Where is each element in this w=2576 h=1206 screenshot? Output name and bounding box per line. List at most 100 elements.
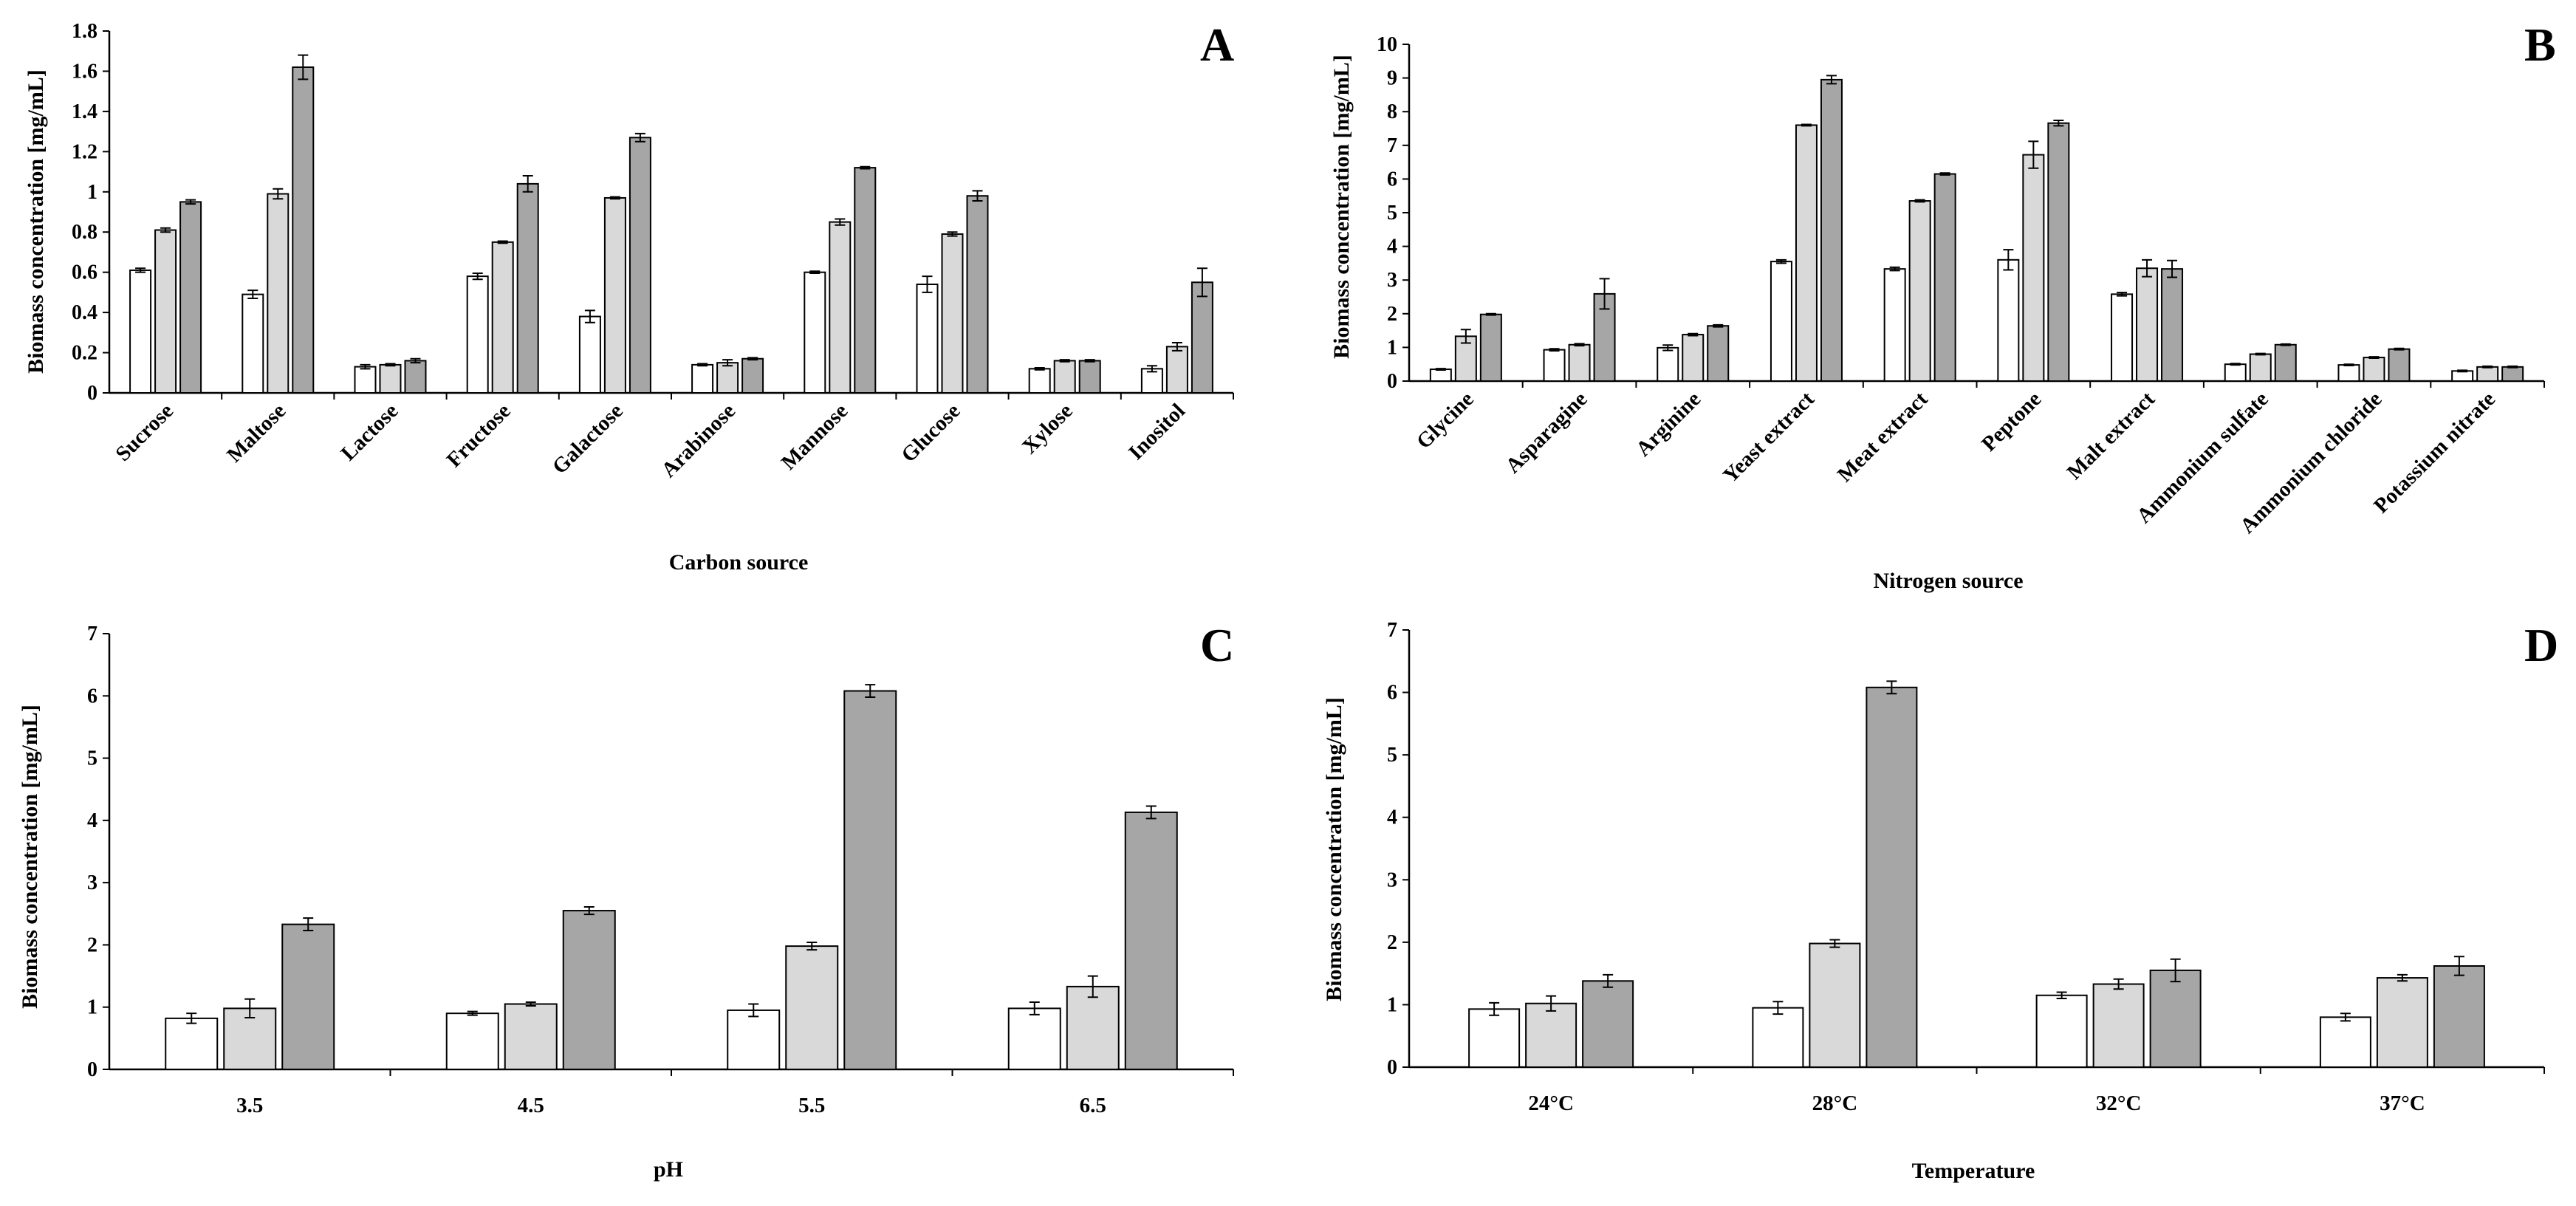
- panel-b-bar-2: [2249, 353, 2272, 382]
- panel-b-bar-3: [1820, 78, 1843, 382]
- panel-c-y-tick-label: 4: [87, 809, 97, 832]
- panel-a-bar-2: [603, 196, 626, 394]
- panel-a-error-bar: [1171, 341, 1182, 352]
- panel-a-error-bar: [385, 363, 396, 367]
- panel-c-bar-1: [1007, 1007, 1061, 1071]
- panel-c-category-label: 5.5: [798, 1094, 825, 1117]
- panel-d-error-bar: [2453, 956, 2464, 976]
- panel-c-bar-2: [1066, 985, 1120, 1071]
- panel-a-y-tick-label: 1: [87, 181, 97, 204]
- panel-d-bar-1: [2319, 1016, 2371, 1069]
- panel-d-y-tick-label: 5: [1387, 744, 1397, 767]
- panel-a-error-bar: [1146, 365, 1157, 373]
- panel-b-bar-3: [2501, 366, 2524, 382]
- panel-c-error-bar: [1029, 1001, 1040, 1015]
- panel-d-error-bar: [2170, 958, 2181, 983]
- panel-d-bar-2: [2092, 983, 2145, 1069]
- panel-a-error-bar: [135, 267, 146, 273]
- panel-a-bar-1: [691, 363, 714, 394]
- panel-b-error-bar: [2343, 363, 2354, 367]
- panel-c-error-bar: [1087, 975, 1098, 998]
- panel-a-bar-3: [292, 66, 315, 394]
- panel-a-y-axis-title: Biomass concentration [mg/mL]: [24, 69, 48, 374]
- panel-a-bar-1: [242, 293, 264, 394]
- panel-b-bar-3: [1707, 325, 1730, 382]
- panel-b-category-label: Yeast extract: [1719, 387, 1819, 487]
- panel-d-letter: D: [2524, 619, 2558, 671]
- panel-b-error-bar: [1435, 368, 1446, 371]
- panel-b-category-label: Meat extract: [1833, 387, 1933, 487]
- panel-c-x-axis-title: pH: [654, 1157, 683, 1182]
- panel-c-bar-3: [562, 910, 616, 1070]
- panel-c-error-bar: [865, 684, 876, 698]
- panel-a-error-bar: [298, 54, 309, 80]
- panel-d-y-tick-label: 6: [1387, 682, 1397, 705]
- panel-b-bar-1: [2111, 293, 2134, 382]
- panel-c-y-tick-label: 5: [87, 747, 97, 770]
- panel-d-error-bar: [1546, 995, 1557, 1012]
- panel-b-y-tick-label: 0: [1387, 370, 1397, 393]
- panel-a-error-bar: [1059, 359, 1070, 363]
- panel-a-bar-3: [628, 137, 651, 394]
- panel-d-error-bar: [1829, 939, 1840, 948]
- panel-b-error-bar: [1939, 172, 1950, 176]
- panel-b-error-bar: [1826, 75, 1837, 85]
- panel-a-category-label: Xylose: [1018, 399, 1078, 459]
- panel-a-error-bar: [497, 240, 508, 244]
- panel-b-error-bar: [2368, 356, 2380, 359]
- panel-a-bar-3: [966, 195, 989, 394]
- panel-b-error-bar: [2053, 120, 2064, 127]
- panel-b-y-tick-label: 8: [1387, 100, 1397, 123]
- panel-b-y-tick-label: 6: [1387, 168, 1397, 191]
- panel-c-error-bar: [525, 1001, 536, 1007]
- panel-a-error-bar: [472, 273, 483, 281]
- panel-a-y-tick-label: 1.8: [72, 20, 97, 43]
- panel-a-error-bar: [1034, 366, 1045, 371]
- panel-b-category-label: Malt extract: [2063, 387, 2160, 484]
- panel-a-category-label: Arabinose: [657, 399, 740, 482]
- panel-a-error-bar: [185, 199, 196, 205]
- panel-d-category-label: 32°C: [2096, 1092, 2142, 1115]
- panel-b-letter: B: [2524, 18, 2556, 71]
- panel-a-error-bar: [160, 227, 171, 233]
- panel-b-bar-3: [2388, 348, 2411, 382]
- panel-a-error-bar: [522, 175, 533, 193]
- panel-b-bar-2: [2363, 357, 2385, 382]
- panel-a-error-bar: [1084, 359, 1095, 363]
- panel-a-bar-2: [267, 193, 290, 394]
- panel-c-category-label: 6.5: [1080, 1094, 1106, 1117]
- panel-d-bar-2: [2376, 977, 2428, 1069]
- panel-d-error-bar: [1489, 1001, 1500, 1016]
- panel-c-error-bar: [244, 998, 256, 1019]
- panel-a-bar-2: [154, 229, 177, 394]
- panel-b-error-bar: [2394, 347, 2405, 351]
- panel-b-bar-1: [1883, 268, 1906, 383]
- panel-d-bar-3: [1582, 980, 1634, 1068]
- panel-a-bar-1: [916, 284, 939, 394]
- panel-b-bar-2: [2022, 154, 2045, 382]
- panel-c-error-bar: [806, 942, 818, 951]
- panel-a-chart: A Carbon source Biomass concentration [m…: [24, 18, 1234, 575]
- panel-a-bar-3: [179, 201, 202, 394]
- panel-b-bar-2: [1795, 124, 1818, 382]
- panel-d-category-label: 37°C: [2380, 1092, 2425, 1115]
- panel-a-bar-1: [1140, 368, 1163, 394]
- panel-b-x-axis-title: Nitrogen source: [1873, 569, 2023, 593]
- panel-a-bar-2: [1165, 346, 1188, 394]
- panel-a-bar-3: [854, 167, 877, 394]
- panel-c-bar-2: [504, 1003, 558, 1070]
- panel-b-category-label: Peptone: [1977, 387, 2046, 456]
- panel-c-error-bar: [186, 1013, 197, 1024]
- panel-c-y-tick-label: 1: [87, 996, 97, 1019]
- panel-b-error-bar: [2280, 343, 2291, 346]
- panel-a-error-bar: [722, 359, 733, 367]
- panel-d-y-tick-label: 1: [1387, 993, 1397, 1016]
- panel-b-y-axis-title: Biomass concentration [mg/mL]: [1329, 55, 1354, 359]
- panel-a-bar-2: [716, 362, 739, 394]
- panel-d-category-label: 28°C: [1812, 1092, 1858, 1115]
- panel-b-error-bar: [1574, 343, 1585, 347]
- panel-c-category-label: 3.5: [236, 1094, 263, 1117]
- panel-a-category-label: Sucrose: [111, 399, 178, 466]
- panel-d-chart: D Temperature Biomass concentration [mg/…: [1322, 619, 2558, 1183]
- panel-a-error-bar: [947, 231, 958, 237]
